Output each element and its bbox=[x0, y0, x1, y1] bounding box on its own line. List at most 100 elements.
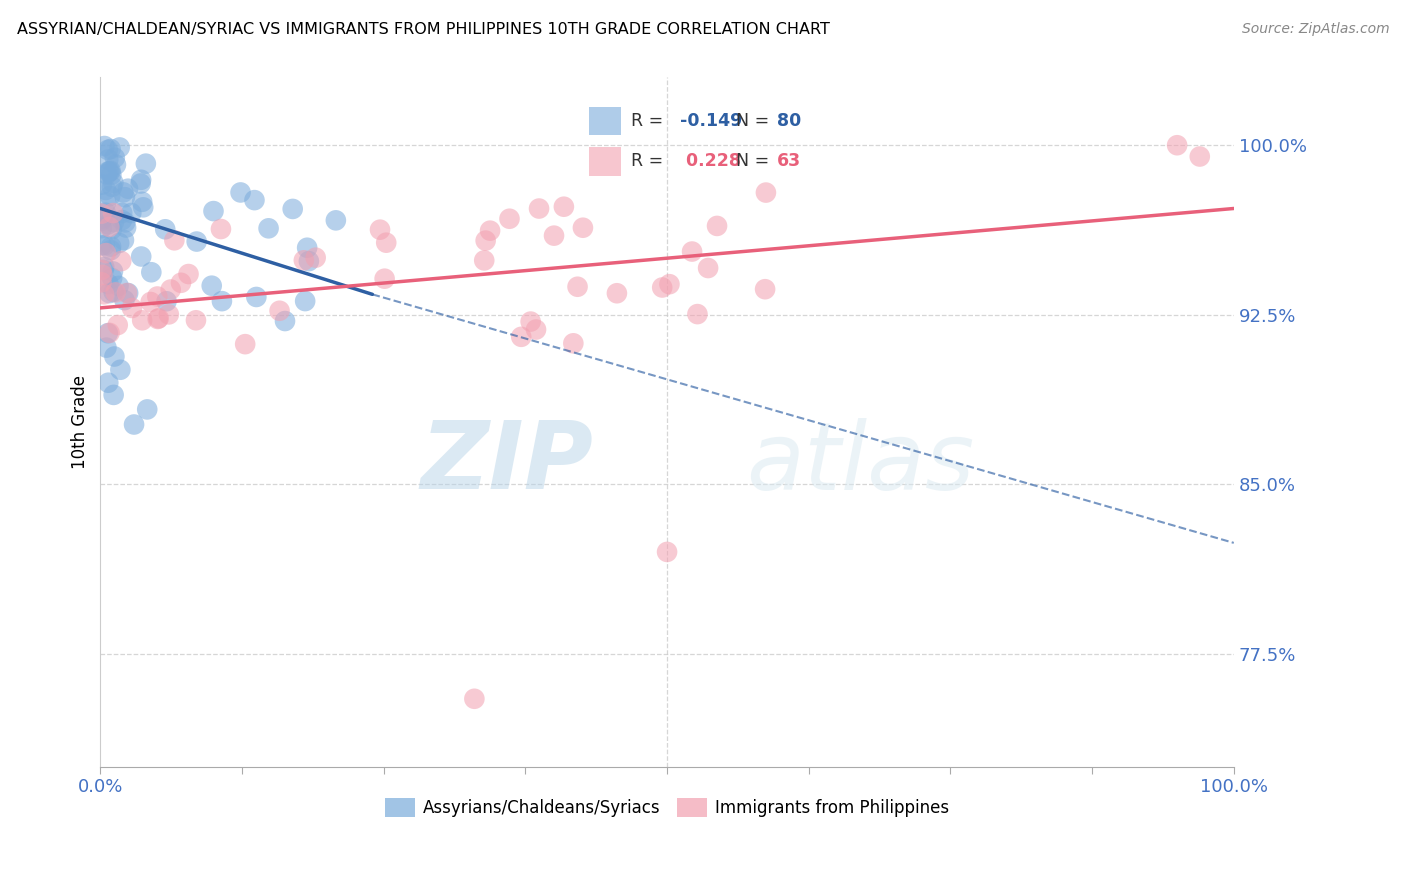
Point bbox=[281, 202, 304, 216]
Point bbox=[170, 276, 193, 290]
Point bbox=[325, 213, 347, 227]
Point bbox=[269, 303, 291, 318]
Point bbox=[115, 285, 138, 300]
Point bbox=[98, 164, 121, 178]
Point bbox=[91, 268, 114, 282]
Point bbox=[101, 222, 124, 236]
Point bbox=[141, 265, 163, 279]
Point bbox=[374, 271, 396, 285]
Point bbox=[186, 235, 208, 249]
Point bbox=[107, 318, 129, 332]
Point bbox=[94, 238, 117, 252]
Point bbox=[101, 264, 124, 278]
Point bbox=[90, 213, 112, 227]
Point bbox=[90, 207, 112, 221]
Point bbox=[132, 200, 155, 214]
Point bbox=[472, 253, 495, 268]
Point bbox=[131, 313, 153, 327]
Point bbox=[1166, 138, 1188, 153]
Point bbox=[686, 307, 709, 321]
Point bbox=[184, 313, 207, 327]
Point bbox=[527, 202, 550, 216]
Point bbox=[94, 205, 117, 219]
Point bbox=[136, 402, 159, 417]
Point bbox=[103, 285, 125, 299]
Point bbox=[177, 267, 200, 281]
Point bbox=[98, 326, 121, 340]
Point bbox=[139, 295, 162, 310]
Point bbox=[104, 151, 127, 165]
Point bbox=[101, 206, 124, 220]
Point bbox=[100, 168, 122, 182]
Point bbox=[107, 279, 129, 293]
Point bbox=[91, 211, 114, 226]
Point bbox=[115, 220, 138, 235]
Point bbox=[233, 337, 256, 351]
Point bbox=[295, 241, 318, 255]
Text: ZIP: ZIP bbox=[420, 417, 593, 509]
Point bbox=[274, 314, 297, 328]
Point bbox=[572, 220, 595, 235]
Point bbox=[97, 217, 120, 231]
Point bbox=[93, 287, 115, 301]
Point bbox=[101, 271, 124, 285]
Point bbox=[243, 193, 266, 207]
Point bbox=[110, 363, 132, 377]
Point bbox=[90, 221, 112, 235]
Point bbox=[655, 545, 678, 559]
Text: atlas: atlas bbox=[747, 417, 974, 508]
Point bbox=[94, 195, 117, 210]
Point bbox=[209, 222, 232, 236]
Point bbox=[368, 222, 391, 236]
Point bbox=[146, 289, 169, 303]
Point bbox=[129, 177, 152, 191]
Point bbox=[202, 204, 225, 219]
Point bbox=[519, 315, 541, 329]
Point bbox=[510, 330, 533, 344]
Point bbox=[658, 277, 681, 292]
Point bbox=[155, 222, 177, 236]
Point bbox=[479, 224, 502, 238]
Point bbox=[543, 228, 565, 243]
Point bbox=[298, 254, 321, 268]
Point bbox=[754, 282, 776, 296]
Text: Source: ZipAtlas.com: Source: ZipAtlas.com bbox=[1241, 22, 1389, 37]
Point bbox=[131, 194, 153, 209]
Point bbox=[103, 350, 125, 364]
Point bbox=[96, 341, 118, 355]
Point bbox=[562, 336, 585, 351]
Point bbox=[114, 293, 136, 307]
Y-axis label: 10th Grade: 10th Grade bbox=[72, 375, 89, 469]
Point bbox=[90, 263, 112, 277]
Point bbox=[97, 376, 120, 390]
Point bbox=[110, 254, 132, 268]
Point bbox=[1188, 149, 1211, 163]
Point bbox=[111, 213, 134, 227]
Point bbox=[157, 307, 180, 321]
Point bbox=[112, 233, 135, 247]
Point bbox=[97, 164, 120, 178]
Point bbox=[121, 301, 143, 315]
Legend: Assyrians/Chaldeans/Syriacs, Immigrants from Philippines: Assyrians/Chaldeans/Syriacs, Immigrants … bbox=[378, 791, 956, 823]
Point bbox=[104, 285, 127, 300]
Point bbox=[98, 286, 121, 301]
Point bbox=[292, 253, 315, 268]
Point bbox=[211, 294, 233, 309]
Point bbox=[135, 156, 157, 170]
Point bbox=[108, 235, 131, 250]
Point bbox=[97, 277, 120, 291]
Point bbox=[294, 294, 316, 309]
Point bbox=[97, 143, 120, 157]
Point bbox=[93, 262, 115, 277]
Point bbox=[567, 279, 589, 293]
Point bbox=[706, 219, 728, 233]
Point bbox=[98, 189, 121, 203]
Point bbox=[111, 206, 134, 220]
Point bbox=[90, 276, 112, 290]
Point bbox=[100, 164, 122, 178]
Point bbox=[94, 183, 117, 197]
Point bbox=[375, 235, 398, 250]
Point bbox=[94, 246, 117, 260]
Point bbox=[498, 211, 520, 226]
Point bbox=[201, 278, 224, 293]
